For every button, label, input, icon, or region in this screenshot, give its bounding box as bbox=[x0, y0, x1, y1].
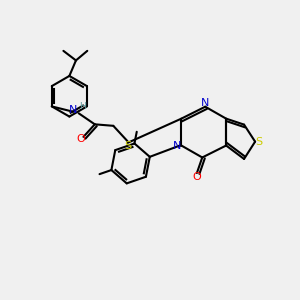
Text: H: H bbox=[79, 102, 86, 111]
Text: N: N bbox=[69, 105, 77, 115]
Text: N: N bbox=[173, 140, 182, 151]
Text: O: O bbox=[76, 134, 85, 144]
Text: N: N bbox=[201, 98, 209, 107]
Text: O: O bbox=[193, 172, 201, 182]
Text: S: S bbox=[256, 136, 263, 147]
Text: S: S bbox=[124, 141, 131, 151]
